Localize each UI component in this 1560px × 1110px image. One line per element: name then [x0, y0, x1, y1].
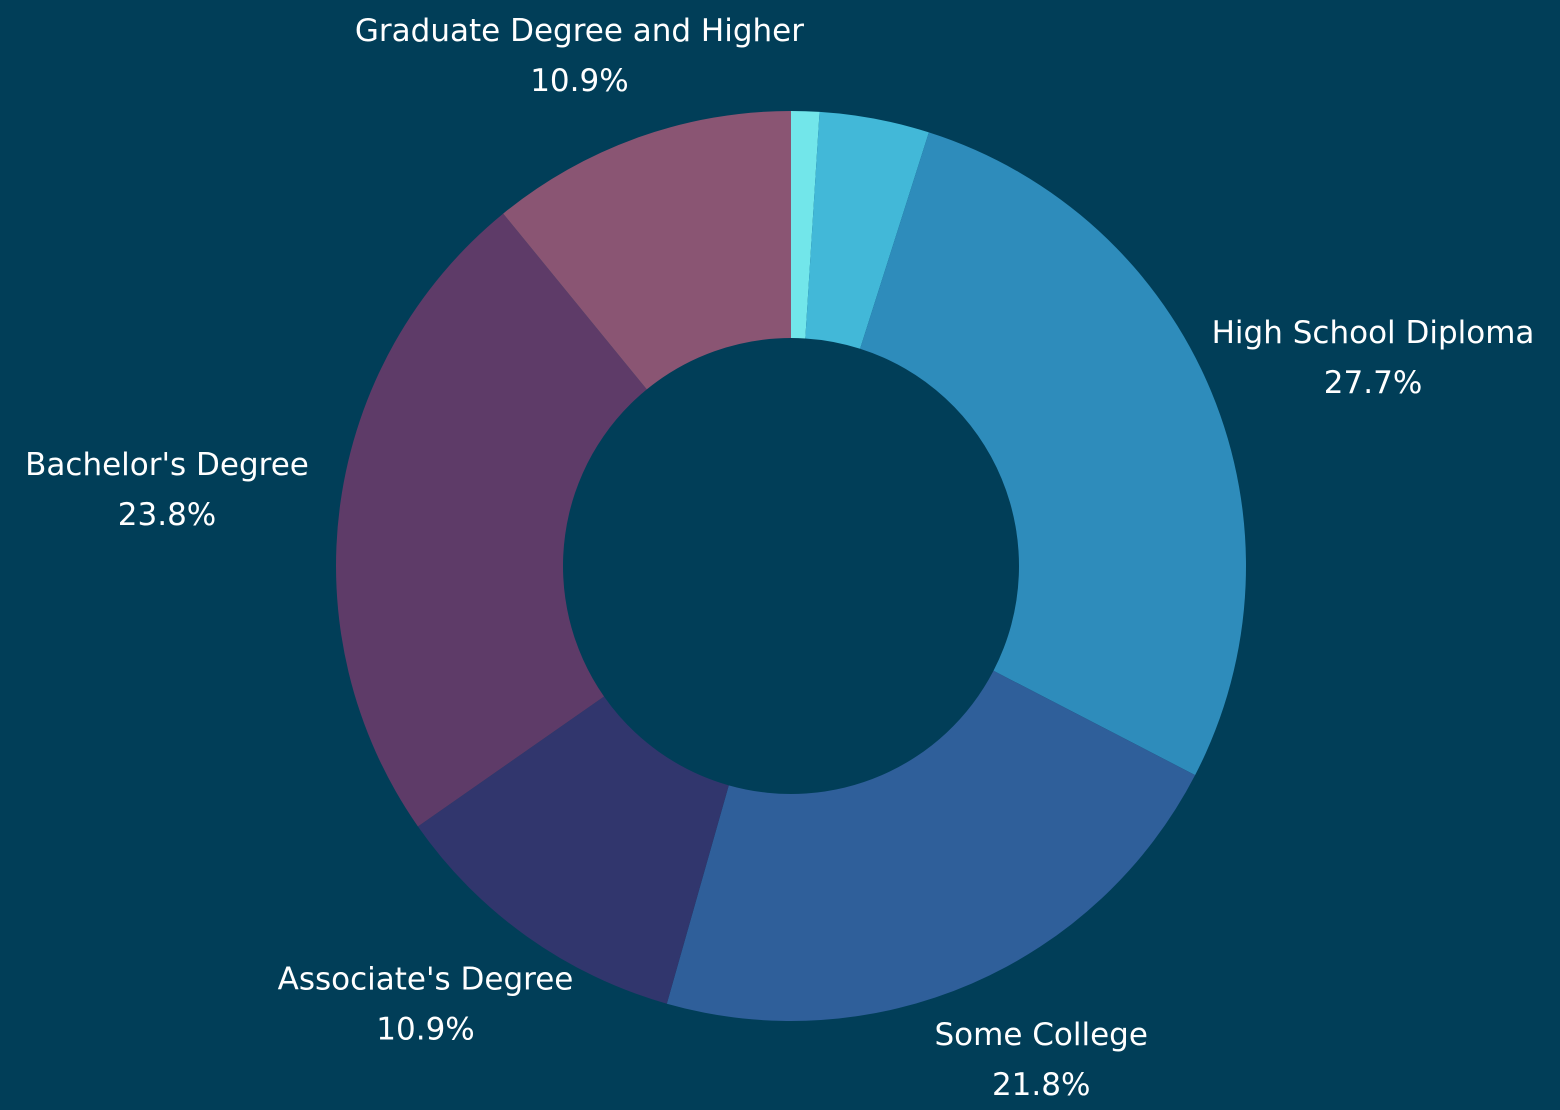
donut-slice: [805, 111, 929, 349]
donut-slice: [417, 696, 729, 1004]
slice-label: Associate's Degree: [278, 961, 574, 997]
slice-label: High School Diploma: [1212, 315, 1535, 351]
donut-slice: [666, 670, 1196, 1022]
donut-slice: [336, 213, 647, 827]
donut-slice: [860, 132, 1246, 776]
donut-slice: [791, 111, 820, 339]
slice-label: Some College: [934, 1017, 1147, 1053]
slice-value-label: 23.8%: [118, 497, 216, 533]
slice-value-label: 10.9%: [530, 63, 628, 99]
slice-value-label: 27.7%: [1324, 365, 1422, 401]
slice-value-label: 10.9%: [376, 1011, 474, 1047]
slice-label: Graduate Degree and Higher: [355, 13, 804, 49]
donut-slice: [503, 111, 791, 390]
slice-value-label: 21.8%: [992, 1067, 1090, 1103]
slice-label: Bachelor's Degree: [25, 447, 309, 483]
